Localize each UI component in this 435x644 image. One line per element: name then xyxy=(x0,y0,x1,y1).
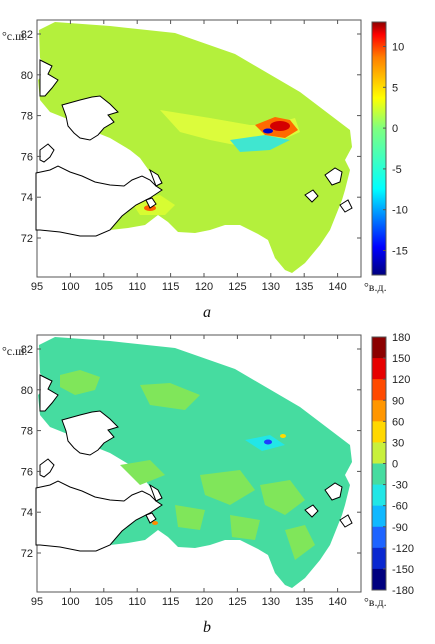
x-tick-label: 110 xyxy=(128,281,146,293)
y-tick-label: 72 xyxy=(21,233,33,245)
y-tick-label: 76 xyxy=(21,466,33,478)
colorbar-tick-label: -5 xyxy=(392,164,402,176)
x-tick-label: 115 xyxy=(162,596,180,608)
patch xyxy=(200,470,255,505)
colorbar-tick-label: 10 xyxy=(392,41,404,53)
colorbar-bin xyxy=(372,337,386,359)
spot-blue xyxy=(264,439,272,445)
x-tick-label: 135 xyxy=(295,281,313,293)
x-tick-label: 100 xyxy=(61,596,79,608)
colorbar-tick-label: 150 xyxy=(392,353,410,365)
colorbar-bin xyxy=(372,463,386,486)
colorbar-tick-label: 30 xyxy=(392,437,404,449)
lon-unit-b: °в.д. xyxy=(364,595,387,609)
patch xyxy=(60,370,100,395)
y-tick-label: 74 xyxy=(21,192,33,204)
patch xyxy=(285,525,315,560)
lon-unit-a: °в.д. xyxy=(364,280,387,294)
spot-yellow xyxy=(280,434,286,438)
y-tick-label: 76 xyxy=(21,151,33,163)
x-tick-label: 125 xyxy=(228,281,246,293)
colorbar-tick-label: 120 xyxy=(392,374,410,386)
x-tick-label: 120 xyxy=(195,281,213,293)
colorbar-tick-label: -15 xyxy=(392,246,408,258)
colorbar-tick-label: 5 xyxy=(392,82,398,94)
patch xyxy=(175,505,205,530)
axes-b: 95 100 105 110 115 120 125 130 135 140 82 80 78 76 74 7… xyxy=(21,335,361,608)
colorbar-bin xyxy=(372,526,386,549)
colorbar-tick-label: 180 xyxy=(392,332,410,344)
colorbar-tick-label: -180 xyxy=(392,585,414,597)
x-tick-label: 140 xyxy=(328,281,346,293)
colorbar-a xyxy=(371,21,387,276)
panel-b: 95 100 105 110 115 120 125 130 135 140 82 80 78 76 74 7… xyxy=(2,332,414,636)
y-tick-label: 80 xyxy=(21,70,33,82)
patch xyxy=(260,480,305,515)
x-tick-label: 120 xyxy=(195,596,213,608)
x-tick-label: 100 xyxy=(61,281,79,293)
colorbar-bin xyxy=(372,505,386,528)
lat-unit-b: °с.ш. xyxy=(2,344,27,358)
patch xyxy=(140,383,200,410)
sea-field xyxy=(38,337,352,588)
panel-letter-b: b xyxy=(203,619,211,636)
x-tick-label: 125 xyxy=(228,596,246,608)
colorbar-tick-label: -30 xyxy=(392,480,408,492)
spot-orange xyxy=(152,521,158,525)
x-tick-label: 105 xyxy=(95,596,113,608)
colorbar-bin xyxy=(372,442,386,464)
x-tick-label: 105 xyxy=(95,281,113,293)
y-tick-label: 72 xyxy=(21,548,33,560)
patch xyxy=(230,515,260,540)
x-tick-label: 115 xyxy=(162,281,180,293)
x-tick-label: 130 xyxy=(262,281,280,293)
x-tick-label: 110 xyxy=(128,596,146,608)
panel-a: 95 100 105 110 115 120 125 130 135 14082807876747… xyxy=(2,19,408,321)
x-tick-label: 130 xyxy=(262,596,280,608)
lat-unit-a: °с.ш. xyxy=(2,29,27,43)
colorbar-tick-label: 0 xyxy=(392,123,398,135)
axes-a: 95 100 105 110 115 120 125 130 135 140 82 80 78 76 74 7… xyxy=(21,20,361,293)
colorbar-tick-label: 60 xyxy=(392,416,404,428)
colorbar-bin xyxy=(372,400,386,422)
anomaly-cool xyxy=(230,135,290,152)
colorbar-tick-label: 0 xyxy=(392,459,398,471)
panel-letter-a: a xyxy=(203,304,211,321)
colorbar-bin xyxy=(372,379,386,401)
y-tick-label: 74 xyxy=(21,507,33,519)
colorbar-tick-label: -120 xyxy=(392,543,414,555)
y-tick-label: 78 xyxy=(21,426,33,438)
colorbar-bin xyxy=(372,547,386,570)
anomaly-cold xyxy=(263,128,273,134)
sea-field xyxy=(38,22,352,273)
colorbar-tick-label: -90 xyxy=(392,522,408,534)
colorbar-tick-label: -60 xyxy=(392,501,408,513)
colorbar-tick-label: 90 xyxy=(392,395,404,407)
x-tick-label: 135 xyxy=(295,596,313,608)
anomaly-hot xyxy=(270,121,290,131)
x-tick-label: 140 xyxy=(328,596,346,608)
y-tick-label: 82 xyxy=(21,29,33,41)
colorbar-bin xyxy=(372,358,386,380)
y-tick-label: 78 xyxy=(21,111,33,123)
y-tick-label: 80 xyxy=(21,385,33,397)
colorbar-tick-label: -10 xyxy=(392,205,408,217)
colorbar-tick-label: -150 xyxy=(392,564,414,576)
colorbar-ticks-a: 10 5 0 -5 -10 -15 xyxy=(383,41,408,258)
colorbar-bin xyxy=(372,568,386,591)
y-tick-label: 82 xyxy=(21,344,33,356)
colorbar-bin xyxy=(372,421,386,443)
x-tick-label: 95 xyxy=(31,596,43,608)
x-tick-label: 95 xyxy=(31,281,43,293)
patch xyxy=(120,460,165,485)
colorbar-b: 180 150 120 90 60 30 0 -30 -60 -90 -120 -150 -180 xyxy=(371,332,414,597)
colorbar-bin xyxy=(372,484,386,507)
